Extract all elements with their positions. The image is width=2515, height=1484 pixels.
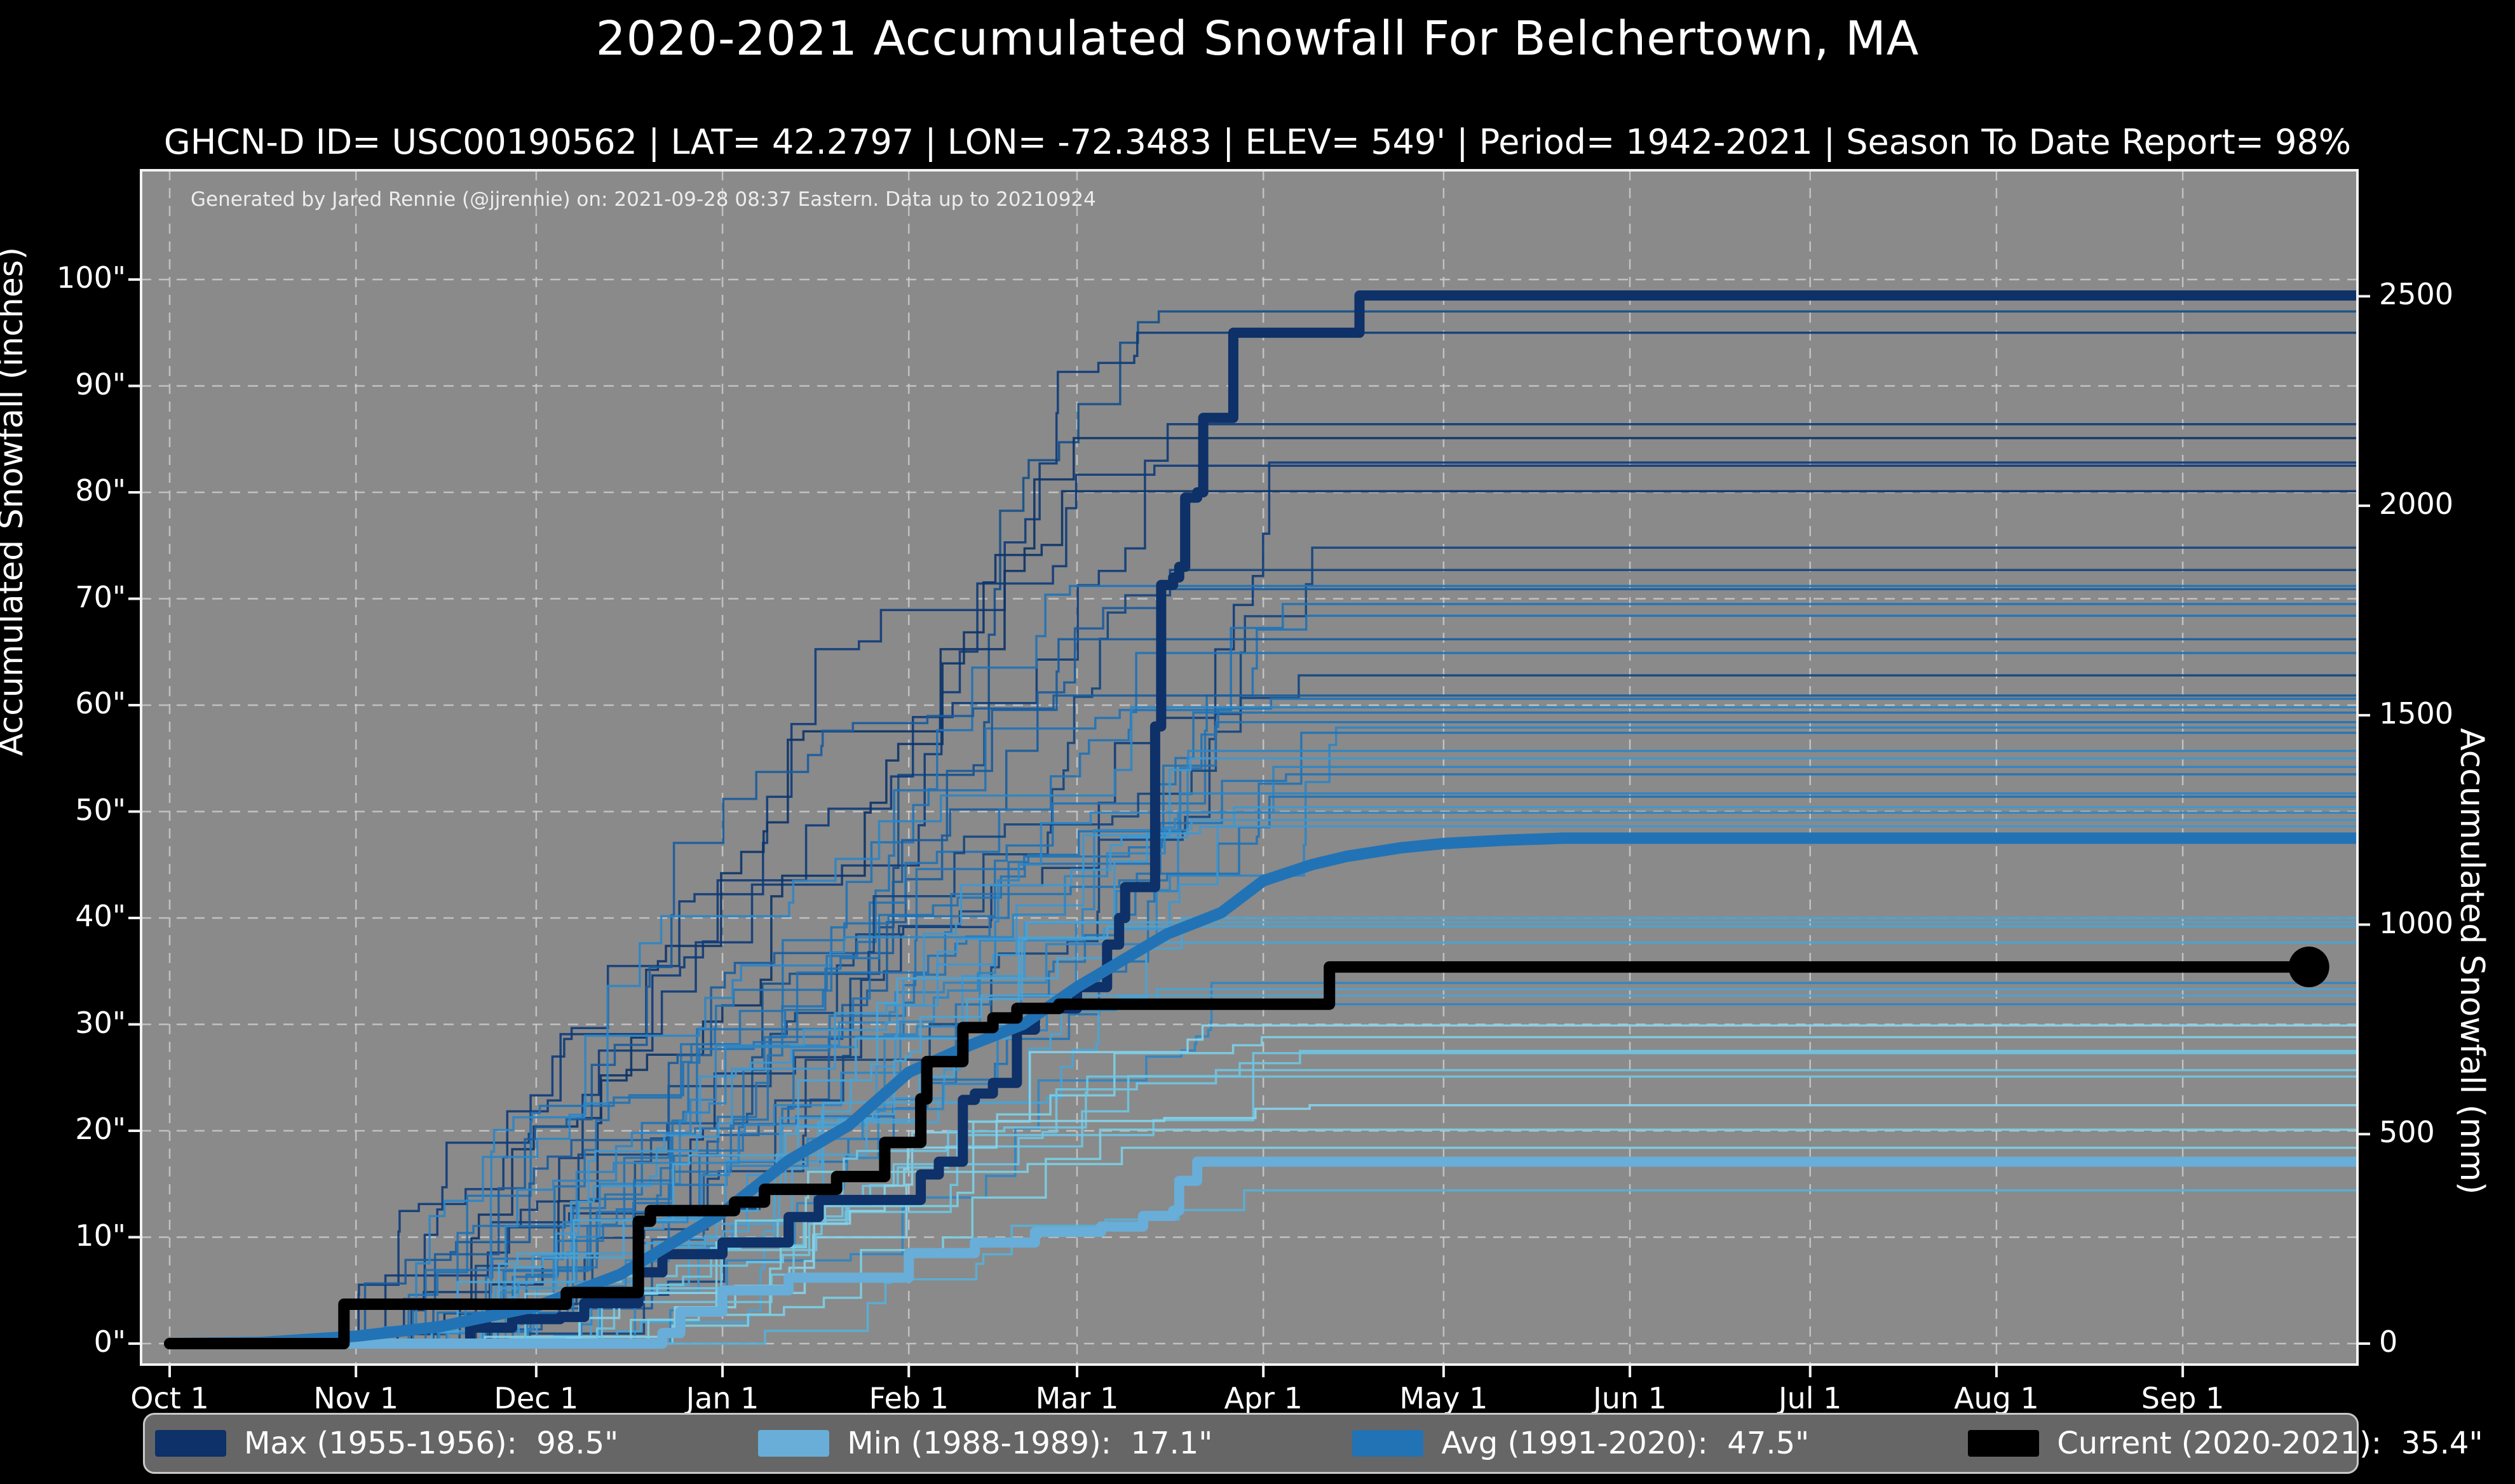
y-axis-left-tick-label: 10"	[75, 1218, 126, 1253]
plot-frame	[140, 169, 2359, 1366]
ensemble-season-line	[170, 921, 2357, 1345]
generated-by-annotation: Generated by Jared Rennie (@jjrennie) on…	[191, 188, 1096, 211]
ensemble-season-line	[170, 332, 2357, 1345]
legend-item-current: Current (2020-2021): 35.4"	[1968, 1426, 2483, 1461]
y-axis-left-tick-label: 100"	[57, 260, 126, 295]
legend-item-label: Avg (1991-2020): 47.5"	[1441, 1426, 1810, 1461]
ensemble-season-line	[170, 726, 2357, 1345]
ensemble-season-line	[170, 792, 2357, 1345]
min-line-swatch	[758, 1430, 830, 1457]
y-axis-left-tick-label: 50"	[75, 792, 126, 827]
x-axis-tick-label: Feb 1	[869, 1381, 949, 1415]
y-axis-left-tick-label: 60"	[75, 686, 126, 720]
page-title: 2020-2021 Accumulated Snowfall For Belch…	[595, 11, 1920, 66]
current-line-swatch	[1968, 1430, 2040, 1457]
ensemble-season-line	[170, 588, 2357, 1345]
x-axis-tick-label: Aug 1	[1954, 1381, 2039, 1415]
y-axis-left-tick-label: 0"	[93, 1325, 126, 1359]
x-axis-tick-label: Oct 1	[130, 1381, 209, 1415]
station-metadata-subtitle: GHCN-D ID= USC00190562 | LAT= 42.2797 | …	[163, 122, 2352, 162]
legend-item-label: Min (1988-1989): 17.1"	[847, 1426, 1213, 1461]
ensemble-season-line	[170, 694, 2357, 1345]
avg-line-swatch	[1352, 1430, 1424, 1457]
y-axis-right-tick-label: 2000	[2379, 487, 2454, 522]
x-axis-tick-label: Sep 1	[2141, 1381, 2225, 1415]
y-axis-left-tick-label: 90"	[75, 367, 126, 401]
y-axis-right-label: Accumulated Snowfall (mm)	[2453, 728, 2491, 1195]
x-axis-tick-label: Apr 1	[1224, 1381, 1303, 1415]
ensemble-season-line	[170, 603, 2357, 1345]
x-axis-tick-label: May 1	[1399, 1381, 1488, 1415]
legend-item-avg: Avg (1991-2020): 47.5"	[1352, 1426, 1809, 1461]
x-axis-tick-label: Jan 1	[686, 1381, 759, 1415]
ensemble-season-line	[170, 706, 2357, 1345]
x-axis-tick-label: Jun 1	[1593, 1381, 1667, 1415]
y-axis-right-tick-label: 1500	[2379, 696, 2454, 731]
series-line-min	[165, 1156, 2357, 1349]
y-axis-right-tick-label: 1000	[2379, 905, 2454, 940]
max-line-swatch	[155, 1430, 226, 1457]
ensemble-season-line	[170, 750, 2357, 1345]
legend-item-label: Max (1955-1956): 98.5"	[244, 1426, 619, 1461]
legend-item-label: Current (2020-2021): 35.4"	[2057, 1426, 2483, 1461]
series-line-current	[164, 961, 2315, 1349]
y-axis-left-tick-label: 20"	[75, 1112, 126, 1146]
ensemble-season-line	[170, 757, 2357, 1345]
x-axis-tick-label: Nov 1	[313, 1381, 398, 1415]
y-axis-left-tick-label: 40"	[75, 899, 126, 933]
chart-lines-layer	[141, 170, 2357, 1365]
y-axis-right-tick-label: 500	[2379, 1115, 2435, 1150]
ensemble-season-line	[170, 1128, 2357, 1345]
chart-legend: Max (1955-1956): 98.5" Min (1988-1989): …	[143, 1413, 2483, 1474]
legend-item-max: Max (1955-1956): 98.5"	[155, 1426, 618, 1461]
x-axis-tick-label: Dec 1	[494, 1381, 579, 1415]
legend-item-min: Min (1988-1989): 17.1"	[758, 1426, 1212, 1461]
ensemble-season-line	[170, 1189, 2357, 1345]
ensemble-season-line	[170, 819, 2357, 1345]
x-axis-tick-label: Mar 1	[1035, 1381, 1119, 1415]
y-axis-left-tick-label: 70"	[75, 579, 126, 614]
current-line-end-dot	[2288, 947, 2329, 988]
x-axis-tick-label: Jul 1	[1779, 1381, 1842, 1415]
ensemble-season-line	[170, 436, 2357, 1345]
y-axis-left-tick-label: 30"	[75, 1005, 126, 1040]
y-axis-right-tick-label: 2500	[2379, 277, 2454, 312]
ensemble-season-line	[170, 811, 2357, 1345]
ensemble-season-line	[170, 464, 2357, 1345]
y-axis-left-tick-label: 80"	[75, 473, 126, 508]
y-axis-right-tick-label: 0	[2379, 1325, 2398, 1359]
ensemble-season-line	[170, 638, 2357, 1345]
